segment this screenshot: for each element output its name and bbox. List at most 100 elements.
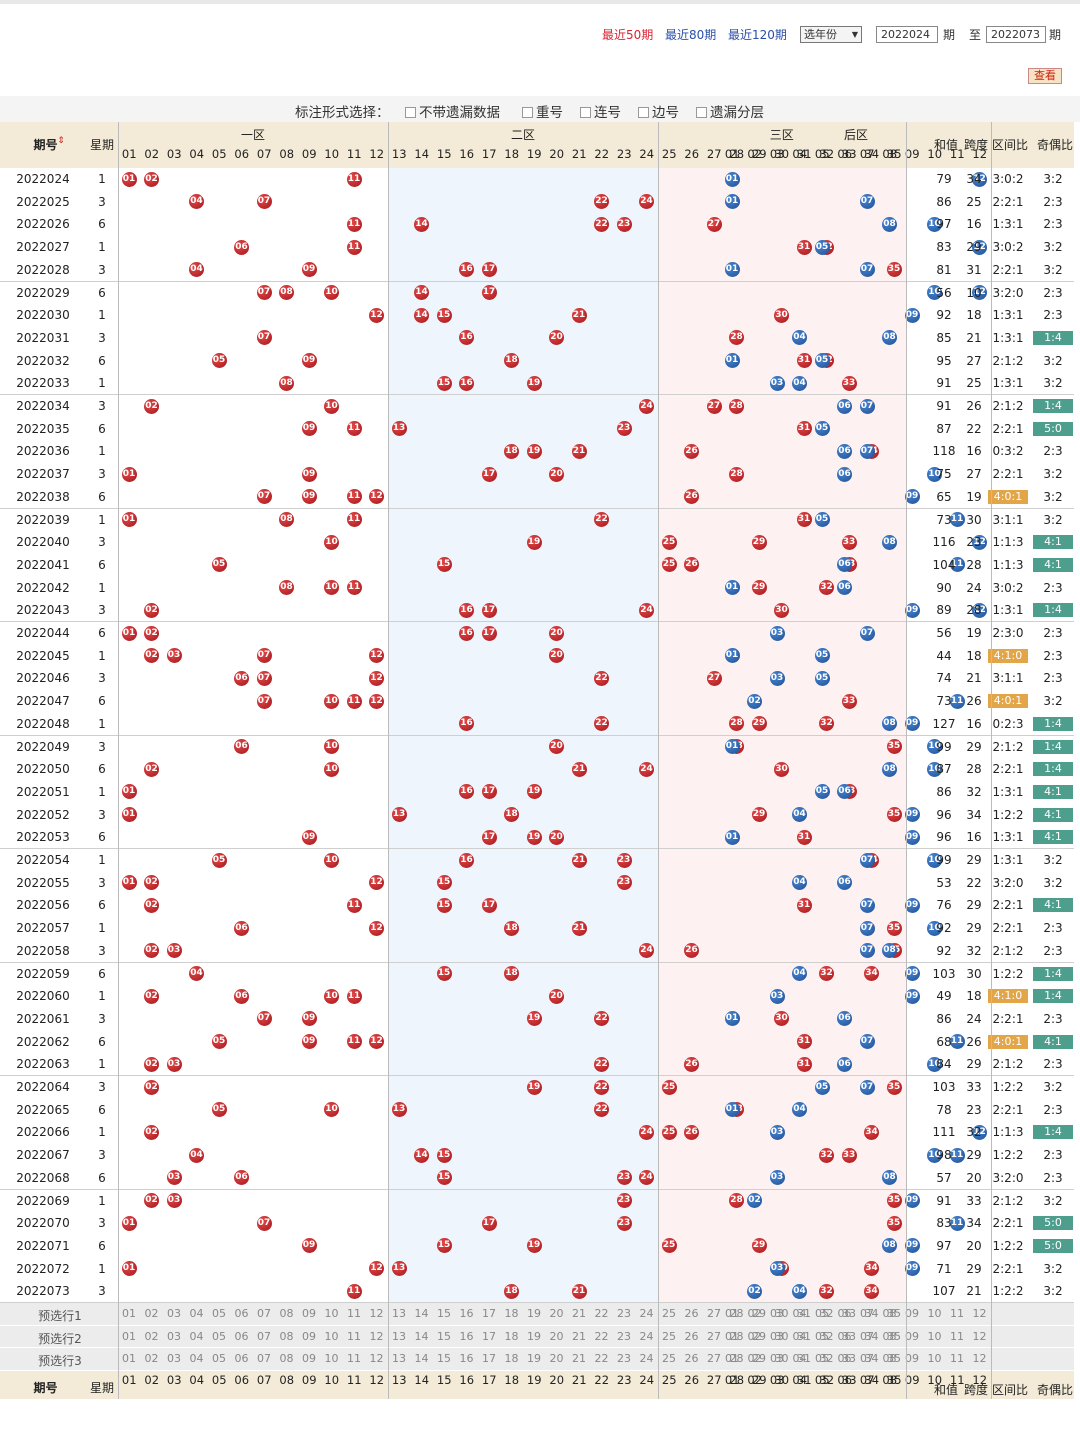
- preselect-back-num[interactable]: 10: [927, 1329, 942, 1343]
- preselect-back-num[interactable]: 01: [725, 1329, 739, 1343]
- preselect-front-num[interactable]: 22: [594, 1307, 609, 1320]
- preselect-front-num[interactable]: 30: [774, 1329, 789, 1343]
- preselect-front-num[interactable]: 21: [572, 1329, 586, 1343]
- option-no-omission[interactable]: 不带遗漏数据: [405, 101, 500, 121]
- preselect-front-num[interactable]: 07: [257, 1307, 271, 1320]
- preselect-front-num[interactable]: 10: [324, 1352, 339, 1366]
- preselect-front-num[interactable]: 13: [392, 1307, 406, 1320]
- preselect-back-num[interactable]: 08: [882, 1352, 897, 1366]
- preselect-back-num[interactable]: 03: [770, 1329, 784, 1343]
- view-button[interactable]: 查看: [1028, 68, 1062, 84]
- preselect-front-num[interactable]: 26: [684, 1307, 699, 1320]
- preselect-front-num[interactable]: 03: [167, 1307, 181, 1320]
- header-issue[interactable]: 期号: [33, 138, 58, 152]
- preselect-back-num[interactable]: 09: [905, 1307, 919, 1320]
- preselect-front-num[interactable]: 07: [257, 1329, 271, 1343]
- preselect-back-num[interactable]: 01: [725, 1352, 739, 1366]
- preselect-front-num[interactable]: 30: [774, 1352, 789, 1366]
- preselect-back-num[interactable]: 01: [725, 1307, 739, 1320]
- preselect-front-num[interactable]: 23: [617, 1329, 631, 1343]
- preselect-back-num[interactable]: 02: [747, 1307, 762, 1320]
- preselect-front-num[interactable]: 02: [144, 1352, 159, 1366]
- preselect-front-num[interactable]: 25: [662, 1352, 676, 1366]
- preselect-front-num[interactable]: 15: [437, 1307, 451, 1320]
- preselect-front-num[interactable]: 35: [887, 1307, 901, 1320]
- preselect-front-num[interactable]: 08: [279, 1329, 294, 1343]
- preselect-front-num[interactable]: 32: [819, 1352, 834, 1366]
- preselect-front-num[interactable]: 08: [279, 1352, 294, 1366]
- checkbox-icon[interactable]: [638, 107, 649, 118]
- preselect-front-num[interactable]: 25: [662, 1307, 676, 1320]
- preselect-front-num[interactable]: 11: [347, 1307, 361, 1320]
- preselect-front-num[interactable]: 03: [167, 1352, 181, 1366]
- preselect-front-num[interactable]: 29: [752, 1352, 766, 1366]
- preselect-back-num[interactable]: 03: [770, 1352, 784, 1366]
- preselect-back-num[interactable]: 07: [860, 1307, 874, 1320]
- preselect-back-num[interactable]: 05: [815, 1352, 829, 1366]
- preselect-front-num[interactable]: 28: [729, 1329, 744, 1343]
- preselect-front-num[interactable]: 06: [234, 1352, 249, 1366]
- preselect-front-num[interactable]: 04: [189, 1329, 204, 1343]
- year-select[interactable]: 选年份 ▼: [800, 26, 862, 43]
- preselect-back-num[interactable]: 11: [950, 1307, 964, 1320]
- preselect-front-num[interactable]: 01: [122, 1329, 136, 1343]
- preselect-back-num[interactable]: 04: [792, 1352, 807, 1366]
- preselect-front-num[interactable]: 20: [549, 1307, 564, 1320]
- preselect-front-num[interactable]: 05: [212, 1307, 226, 1320]
- preselect-front-num[interactable]: 01: [122, 1307, 136, 1320]
- preselect-front-num[interactable]: 23: [617, 1307, 631, 1320]
- preselect-label[interactable]: 预选行3: [38, 1354, 82, 1369]
- preselect-back-num[interactable]: 12: [972, 1329, 987, 1343]
- preselect-back-num[interactable]: 03: [770, 1307, 784, 1320]
- checkbox-icon[interactable]: [522, 107, 533, 118]
- preselect-front-num[interactable]: 16: [459, 1307, 474, 1320]
- preselect-front-num[interactable]: 19: [527, 1329, 541, 1343]
- preselect-front-num[interactable]: 06: [234, 1329, 249, 1343]
- preselect-front-num[interactable]: 31: [797, 1307, 811, 1320]
- preselect-front-num[interactable]: 32: [819, 1329, 834, 1343]
- preselect-front-num[interactable]: 08: [279, 1307, 294, 1320]
- preselect-front-num[interactable]: 24: [639, 1307, 654, 1320]
- preselect-back-num[interactable]: 05: [815, 1329, 829, 1343]
- preselect-front-num[interactable]: 17: [482, 1352, 496, 1366]
- preselect-back-num[interactable]: 02: [747, 1352, 762, 1366]
- recent-80-link[interactable]: 最近80期: [665, 28, 717, 42]
- preselect-label[interactable]: 预选行1: [38, 1309, 82, 1323]
- preselect-front-num[interactable]: 17: [482, 1329, 496, 1343]
- to-issue-input[interactable]: 2022073: [986, 26, 1046, 43]
- preselect-front-num[interactable]: 28: [729, 1352, 744, 1366]
- preselect-front-num[interactable]: 05: [212, 1352, 226, 1366]
- preselect-front-num[interactable]: 14: [414, 1352, 429, 1366]
- preselect-front-num[interactable]: 33: [842, 1329, 856, 1343]
- preselect-front-num[interactable]: 27: [707, 1352, 721, 1366]
- preselect-front-num[interactable]: 26: [684, 1352, 699, 1366]
- preselect-front-num[interactable]: 10: [324, 1307, 339, 1320]
- preselect-back-num[interactable]: 11: [950, 1329, 964, 1343]
- preselect-front-num[interactable]: 05: [212, 1329, 226, 1343]
- preselect-front-num[interactable]: 24: [639, 1352, 654, 1366]
- preselect-front-num[interactable]: 26: [684, 1329, 699, 1343]
- preselect-front-num[interactable]: 16: [459, 1329, 474, 1343]
- preselect-front-num[interactable]: 29: [752, 1329, 766, 1343]
- preselect-front-num[interactable]: 06: [234, 1307, 249, 1320]
- preselect-front-num[interactable]: 24: [639, 1329, 654, 1343]
- preselect-front-num[interactable]: 10: [324, 1329, 339, 1343]
- preselect-front-num[interactable]: 12: [369, 1352, 384, 1366]
- preselect-front-num[interactable]: 18: [504, 1329, 519, 1343]
- preselect-back-num[interactable]: 06: [837, 1329, 852, 1343]
- preselect-front-num[interactable]: 09: [302, 1352, 316, 1366]
- preselect-front-num[interactable]: 15: [437, 1352, 451, 1366]
- preselect-front-num[interactable]: 27: [707, 1329, 721, 1343]
- preselect-back-num[interactable]: 08: [882, 1329, 897, 1343]
- preselect-front-num[interactable]: 29: [752, 1307, 766, 1320]
- preselect-back-num[interactable]: 06: [837, 1307, 852, 1320]
- preselect-front-num[interactable]: 20: [549, 1352, 564, 1366]
- preselect-front-num[interactable]: 20: [549, 1329, 564, 1343]
- preselect-back-num[interactable]: 07: [860, 1329, 874, 1343]
- option-repeat[interactable]: 重号: [522, 101, 563, 121]
- preselect-front-num[interactable]: 11: [347, 1352, 361, 1366]
- preselect-front-num[interactable]: 27: [707, 1307, 721, 1320]
- preselect-front-num[interactable]: 21: [572, 1307, 586, 1320]
- preselect-back-num[interactable]: 04: [792, 1307, 807, 1320]
- preselect-front-num[interactable]: 12: [369, 1329, 384, 1343]
